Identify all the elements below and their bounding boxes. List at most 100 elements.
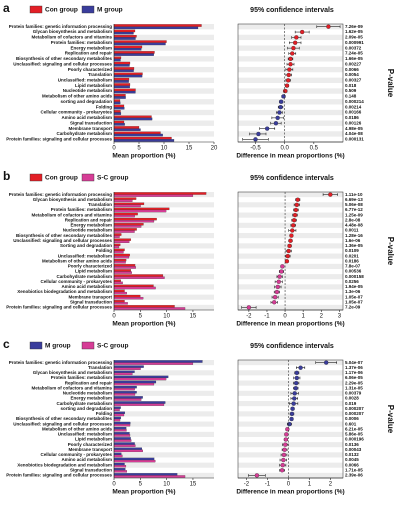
category-label: Folding	[96, 104, 112, 109]
p-value: 1.3e-06	[345, 289, 361, 294]
bar	[113, 217, 157, 221]
bar	[113, 45, 143, 49]
x-tick-label: 0	[283, 314, 287, 320]
diff-point	[287, 67, 292, 72]
row-stripe	[238, 192, 343, 198]
p-value: 0.0066	[345, 67, 359, 72]
bar	[113, 473, 178, 476]
category-label: Poorly characterized	[68, 264, 113, 269]
row-stripe	[238, 304, 343, 310]
bar	[113, 88, 136, 92]
bar	[113, 429, 127, 432]
diff-point	[281, 457, 286, 463]
x-tick-label: 0	[112, 314, 116, 320]
diff-point	[280, 264, 285, 269]
p-value: 0.018	[345, 83, 357, 88]
bar	[113, 240, 130, 244]
diff-point	[282, 447, 287, 452]
bar	[113, 131, 161, 135]
bar	[113, 426, 127, 430]
p-value: 7.2e-09	[345, 305, 361, 310]
diff-point	[283, 442, 288, 447]
p-value: 0.000196	[345, 437, 364, 442]
bar	[113, 230, 135, 233]
p-value: 0.000214	[345, 99, 364, 104]
bar	[113, 250, 124, 254]
p-value: 6.21e-05	[345, 426, 363, 431]
p-value: 1.31e-05	[345, 385, 363, 390]
bar	[113, 380, 157, 384]
p-value: 5.86e-05	[345, 432, 363, 437]
bar	[113, 228, 137, 231]
row-stripe	[238, 99, 343, 105]
category-label: Glycan biosynthesis and metabolism	[33, 197, 112, 202]
category-label: Biosynthesis of other secondary metaboli…	[16, 233, 113, 238]
x-tick-label: 2	[329, 482, 333, 488]
category-label: Signal transduction	[70, 299, 112, 304]
row-stripe	[238, 263, 343, 269]
category-label: Cellular community - prokaryotes	[40, 279, 112, 284]
row-stripe	[238, 222, 343, 228]
bar	[113, 31, 134, 35]
row-stripe	[238, 34, 343, 41]
row-stripe	[238, 88, 343, 94]
diff-axis-label: Difference in mean proportions (%)	[236, 489, 344, 496]
bar	[113, 413, 125, 417]
bar	[113, 459, 156, 463]
diff-point	[278, 104, 283, 110]
bar	[113, 99, 121, 102]
bar	[113, 112, 122, 115]
diff-point	[284, 259, 290, 264]
bar	[113, 291, 127, 295]
category-label: Unclassified: metabolism	[58, 432, 112, 437]
row-stripe	[114, 370, 214, 376]
bar	[113, 300, 125, 303]
category-label: Amino acid metabolism	[61, 115, 112, 120]
p-value: 6.77e-12	[345, 207, 363, 212]
x-tick-label: 0.5	[310, 146, 319, 152]
bar	[113, 64, 130, 67]
row-stripe	[238, 431, 343, 437]
bar	[113, 233, 122, 236]
x-tick-label: -1	[264, 314, 270, 320]
row-stripe	[114, 442, 214, 448]
p-value: 0.00126	[345, 120, 362, 125]
diff-point	[294, 375, 299, 381]
category-label: Nucleotide metabolism	[63, 391, 112, 396]
p-value: 2.09e-05	[345, 35, 363, 40]
p-value: 0.000991	[345, 40, 364, 45]
legend-swatch	[29, 5, 43, 14]
p-value: 6.06e-05	[345, 375, 363, 380]
diff-point	[273, 121, 279, 126]
x-axis-label: Mean proportion (%)	[112, 321, 175, 328]
bar	[113, 444, 136, 447]
bar	[113, 388, 135, 391]
p-value: 1.6e-06	[345, 238, 361, 243]
diff-point	[280, 463, 285, 468]
legend-label: M group	[97, 7, 123, 14]
bar	[113, 139, 175, 142]
p-value: 0.000207	[345, 411, 364, 416]
bar	[113, 212, 138, 216]
panel-letter: b	[3, 169, 10, 183]
row-stripe	[238, 109, 343, 116]
bar	[113, 126, 140, 129]
row-stripe	[114, 263, 214, 269]
category-label: Metabolism of cofactors and vitamins	[31, 35, 112, 40]
bar	[113, 72, 143, 76]
category-label: Protein families: genetic information pr…	[9, 360, 113, 365]
p-value: 0.0028	[345, 396, 359, 401]
p-value: 1.62e-05	[345, 29, 363, 34]
bar	[113, 421, 131, 425]
p-value: 0.0136	[345, 442, 359, 447]
bar	[113, 258, 127, 262]
diff-point	[265, 126, 270, 131]
x-tick-label: 10	[161, 146, 168, 152]
row-stripe	[114, 253, 214, 259]
category-label: Unclassified: metabolism	[58, 78, 112, 83]
diff-point	[293, 207, 299, 213]
bar	[113, 245, 120, 249]
row-stripe	[114, 222, 214, 228]
row-stripe	[238, 452, 343, 458]
diff-point	[294, 35, 299, 40]
